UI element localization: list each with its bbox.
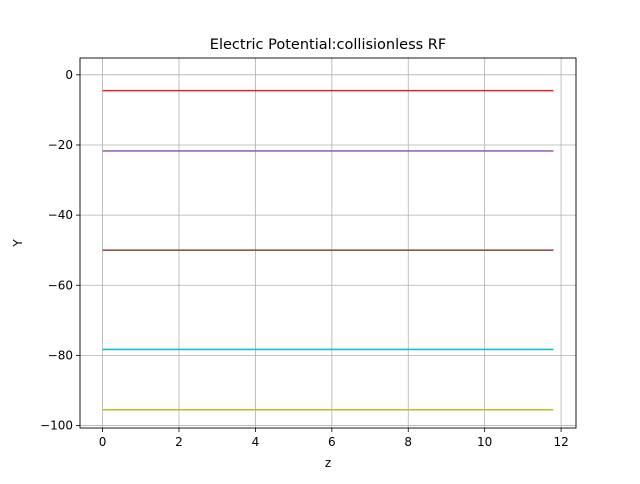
y-axis-label: Y [11, 239, 25, 248]
series-lines [102, 89, 554, 411]
x-tick-label: 4 [252, 435, 260, 449]
x-tick-label: 10 [477, 435, 492, 449]
x-tick-label: 0 [99, 435, 107, 449]
x-axis-label: z [325, 456, 331, 470]
y-tick-label: −40 [48, 208, 73, 222]
chart-title: Electric Potential:collisionless RF [210, 37, 446, 53]
y-tick-label: −60 [48, 278, 73, 292]
axis-ticks: 0 2 4 6 8 10 12 0 −20 −40 −60 −80 −100 [40, 68, 569, 449]
y-tick-label: −80 [48, 348, 73, 362]
x-tick-label: 12 [553, 435, 568, 449]
plot-frame [79, 57, 577, 429]
y-tick-label: 0 [65, 68, 73, 82]
y-tick-label: −100 [40, 419, 73, 433]
x-tick-label: 6 [328, 435, 336, 449]
y-tick-label: −20 [48, 138, 73, 152]
x-tick-label: 2 [175, 435, 183, 449]
grid [80, 58, 576, 428]
x-tick-label: 8 [404, 435, 412, 449]
